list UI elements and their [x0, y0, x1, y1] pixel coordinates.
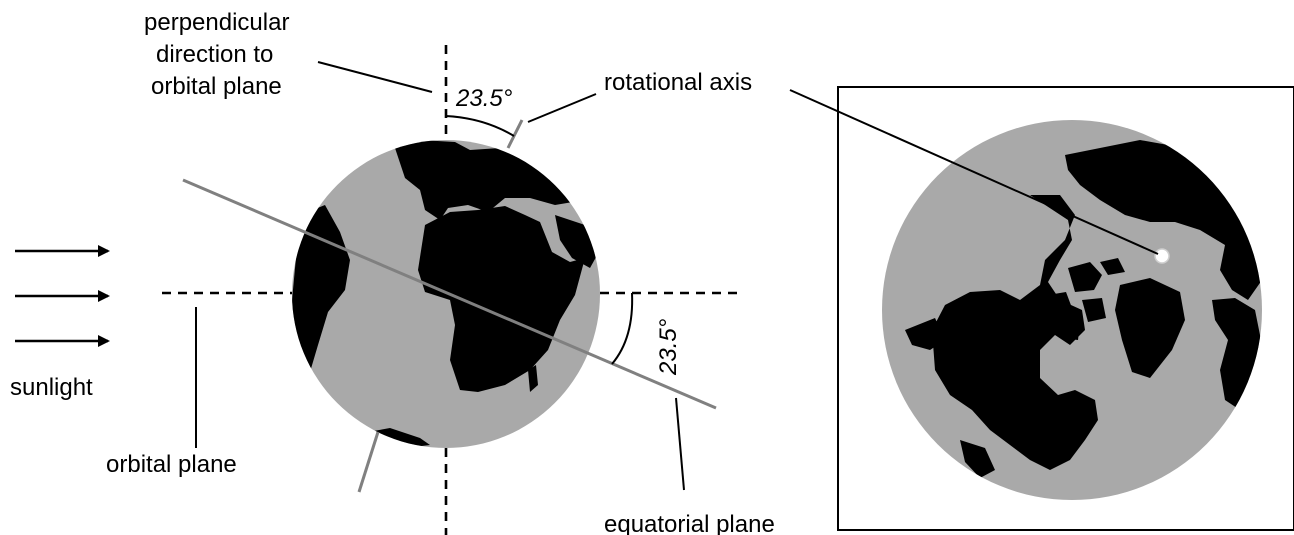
landmass-arabia: [555, 215, 600, 268]
north-pole-marker: [1154, 248, 1170, 264]
polar-view-frame: [837, 86, 1294, 531]
rotational-axis-leader-left: [527, 93, 597, 123]
landmass-greenland: [1115, 278, 1185, 378]
landmass-madagascar: [528, 365, 538, 392]
rotational-axis-line-bottom: [357, 431, 380, 493]
tilt-angle-arc-right: [611, 292, 634, 365]
landmass-south-america: [292, 205, 350, 385]
rotational-axis-line-top: [506, 119, 524, 149]
equatorial-plane-leader: [675, 397, 685, 491]
landmass-europe: [395, 140, 585, 220]
perpendicular-label-line1: perpendicular: [144, 9, 289, 36]
perpendicular-label-line3: orbital plane: [151, 73, 282, 100]
tilt-angle-label-top: 23.5°: [455, 85, 513, 112]
rotational-axis-leader-right: [789, 89, 1159, 255]
rotational-axis-label: rotational axis: [604, 69, 752, 96]
tilt-angle-label-right: 23.5°: [655, 318, 682, 376]
landmass-arctic-islands: [1048, 258, 1125, 340]
sunlight-arrows: [15, 245, 110, 347]
equatorial-plane-line: [182, 178, 717, 410]
orbital-plane-label: orbital plane: [106, 451, 237, 478]
tilt-angle-arc-top: [445, 115, 515, 137]
sunlight-label: sunlight: [10, 374, 93, 401]
equatorial-plane-label: equatorial plane: [604, 511, 775, 535]
landmass-alaska: [905, 318, 945, 350]
hudson-bay: [1040, 346, 1070, 378]
landmass-central-america: [960, 440, 995, 478]
landmass-greenland-tip: [400, 145, 430, 160]
landmass-antarctica: [368, 428, 430, 448]
perpendicular-label-line2: direction to: [156, 41, 273, 68]
perpendicular-leader: [317, 61, 433, 93]
landmass-north-america: [932, 195, 1098, 470]
earth-polar-view: [882, 120, 1262, 500]
landmass-africa: [418, 206, 585, 392]
